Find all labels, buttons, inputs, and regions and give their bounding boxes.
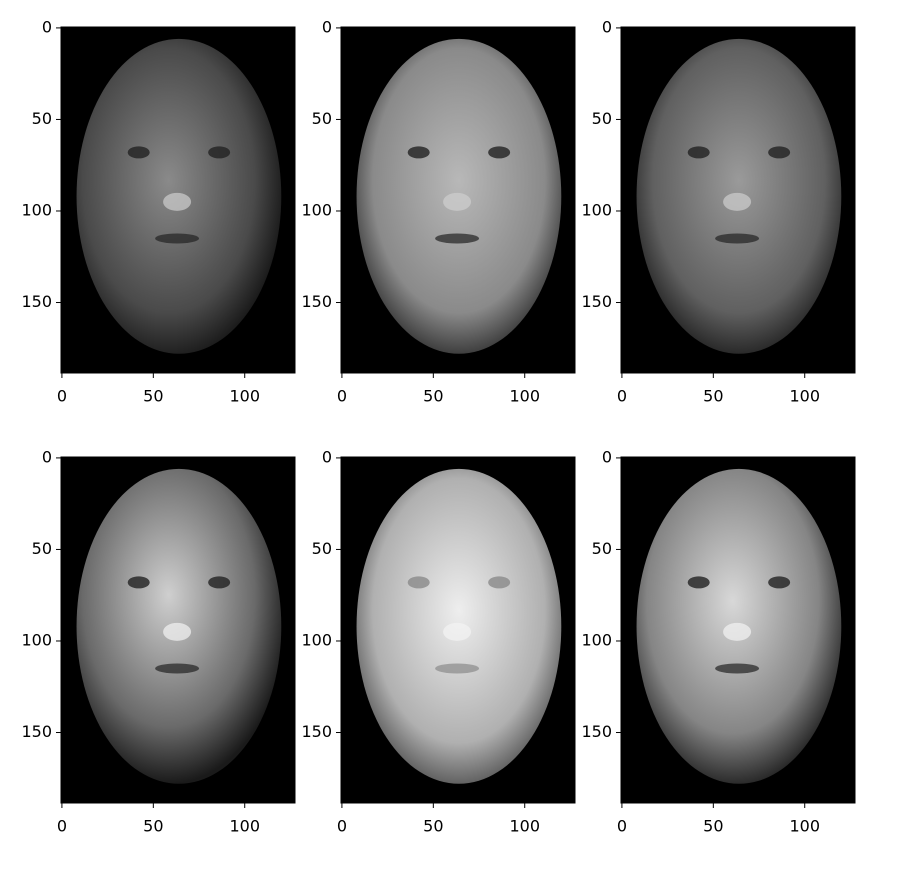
eye <box>687 146 710 159</box>
x-tick-label: 0 <box>617 387 627 406</box>
eye <box>488 146 511 159</box>
y-tick-label: 150 <box>21 292 52 311</box>
y-tick-label: 50 <box>312 109 332 128</box>
nose <box>723 622 752 641</box>
x-tick-label: 100 <box>509 387 540 406</box>
x-tick-label: 50 <box>423 817 443 836</box>
y-tick-label: 50 <box>312 539 332 558</box>
y-tick-label: 0 <box>322 17 332 36</box>
eye <box>208 146 231 159</box>
spine <box>620 456 856 804</box>
nose <box>163 192 192 211</box>
y-tick-label: 0 <box>602 17 612 36</box>
x-tick-label: 100 <box>789 387 820 406</box>
image <box>60 456 296 804</box>
image <box>60 26 296 374</box>
y-tick-label: 150 <box>301 722 332 741</box>
x-tick-label: 0 <box>617 817 627 836</box>
x-tick-label: 0 <box>337 817 347 836</box>
mouth <box>715 663 760 674</box>
x-tick-label: 100 <box>509 817 540 836</box>
x-tick-label: 50 <box>703 817 723 836</box>
x-tick-label: 100 <box>789 817 820 836</box>
y-tick-label: 50 <box>32 109 52 128</box>
mouth <box>155 233 200 244</box>
x-tick-label: 100 <box>229 817 260 836</box>
image <box>620 456 856 804</box>
y-tick-label: 100 <box>581 630 612 649</box>
eye <box>407 146 430 159</box>
image <box>340 456 576 804</box>
mouth <box>155 663 200 674</box>
y-tick-label: 0 <box>602 447 612 466</box>
y-tick-label: 100 <box>581 200 612 219</box>
nose <box>443 192 472 211</box>
spine <box>60 456 296 804</box>
y-tick-label: 150 <box>581 292 612 311</box>
image <box>340 26 576 374</box>
x-tick-label: 100 <box>229 387 260 406</box>
eye <box>768 146 791 159</box>
eye <box>407 576 430 589</box>
y-tick-label: 0 <box>42 17 52 36</box>
y-tick-label: 150 <box>581 722 612 741</box>
x-tick-label: 0 <box>57 387 67 406</box>
y-tick-label: 0 <box>322 447 332 466</box>
y-tick-label: 150 <box>301 292 332 311</box>
nose <box>443 622 472 641</box>
spine <box>620 26 856 374</box>
image <box>620 26 856 374</box>
spine <box>340 26 576 374</box>
x-tick-label: 0 <box>337 387 347 406</box>
eye <box>488 576 511 589</box>
nose <box>163 622 192 641</box>
eye <box>768 576 791 589</box>
mouth <box>715 233 760 244</box>
spine <box>60 26 296 374</box>
y-tick-label: 100 <box>301 630 332 649</box>
y-tick-label: 50 <box>592 109 612 128</box>
nose <box>723 192 752 211</box>
eye <box>687 576 710 589</box>
x-tick-label: 50 <box>703 387 723 406</box>
tick-labels: 0 50 100 0 50 100 150 0 50 100 0 50 100 150 0 50 100 0 50 1… <box>21 17 820 835</box>
y-tick-label: 50 <box>32 539 52 558</box>
eye <box>127 146 150 159</box>
y-tick-label: 0 <box>42 447 52 466</box>
y-tick-label: 150 <box>21 722 52 741</box>
spine <box>340 456 576 804</box>
images <box>60 26 856 804</box>
y-tick-label: 50 <box>592 539 612 558</box>
x-tick-label: 50 <box>143 387 163 406</box>
mouth <box>435 233 480 244</box>
x-tick-label: 0 <box>57 817 67 836</box>
y-tick-label: 100 <box>301 200 332 219</box>
eye <box>127 576 150 589</box>
x-tick-label: 50 <box>423 387 443 406</box>
mouth <box>435 663 480 674</box>
eye <box>208 576 231 589</box>
x-tick-label: 50 <box>143 817 163 836</box>
y-tick-label: 100 <box>21 200 52 219</box>
y-tick-label: 100 <box>21 630 52 649</box>
